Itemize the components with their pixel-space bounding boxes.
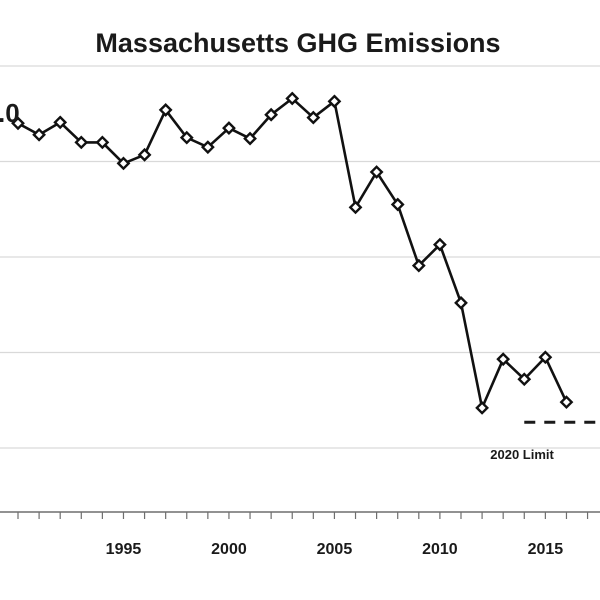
data-point — [32, 127, 46, 142]
data-point — [306, 110, 321, 125]
x-tick-label: 1995 — [106, 541, 142, 558]
data-point — [179, 130, 194, 145]
data-point — [538, 350, 553, 365]
x-tick-label: 2010 — [422, 541, 458, 558]
callout-value: .0 — [0, 98, 20, 128]
gridlines — [0, 65, 600, 449]
data-point — [475, 400, 489, 415]
data-point — [137, 147, 152, 162]
data-point — [222, 121, 236, 135]
x-tick-label: 2005 — [317, 541, 353, 558]
x-tick-label: 2015 — [528, 541, 564, 558]
data-point — [243, 131, 257, 146]
data-point — [74, 135, 89, 150]
data-point — [454, 295, 468, 310]
data-point — [496, 352, 511, 367]
data-point — [559, 395, 574, 410]
data-point — [411, 258, 426, 273]
data-point — [116, 156, 131, 171]
reference-line-label: 2020 Limit — [490, 447, 554, 462]
data-point — [200, 140, 215, 155]
x-axis: 1995 2000 2005 2010 2015 — [0, 511, 600, 558]
data-point — [285, 91, 300, 106]
data-point — [517, 372, 532, 387]
data-point — [264, 107, 279, 122]
data-point — [348, 200, 363, 215]
data-point — [390, 197, 405, 212]
data-point — [95, 135, 110, 150]
reference-lines: 2020 Limit — [490, 420, 596, 462]
data-point — [433, 237, 447, 252]
data-point — [369, 165, 384, 179]
data-point — [327, 94, 342, 109]
data-point — [158, 103, 173, 117]
x-tick-label: 2000 — [211, 541, 247, 558]
data-point — [11, 116, 25, 131]
chart-title: Massachusetts GHG Emissions — [95, 28, 500, 58]
series-group — [11, 91, 574, 415]
data-point — [53, 115, 68, 130]
